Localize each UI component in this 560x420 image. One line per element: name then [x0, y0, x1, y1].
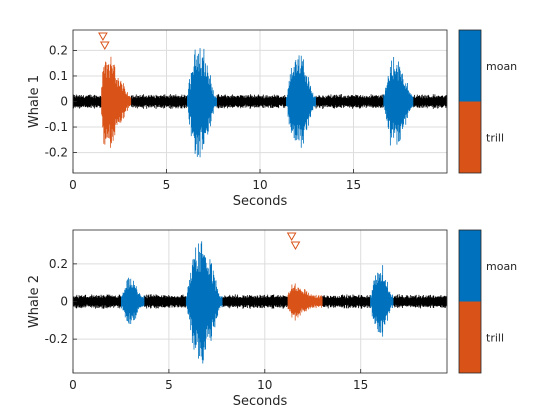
moan-call-segment	[383, 57, 414, 146]
x-axis-label: Seconds	[233, 394, 288, 409]
peak-marker	[286, 232, 297, 242]
noise-series	[73, 294, 447, 309]
x-tick-label: 0	[69, 378, 77, 392]
signal-trace	[73, 241, 447, 364]
colorbar-trill-swatch	[459, 301, 481, 373]
colorbar-box	[458, 229, 482, 374]
colorbar-box	[458, 29, 482, 174]
peak-marker	[98, 32, 108, 42]
colorbar-label-moan: moan	[486, 60, 517, 73]
peak-marker	[99, 41, 110, 51]
x-tick-label: 5	[163, 178, 171, 192]
x-tick-label: 15	[353, 378, 368, 392]
noise-series	[73, 94, 447, 109]
trill-call-segment	[287, 283, 323, 321]
x-tick-label: 10	[252, 178, 267, 192]
colorbar-moan-swatch	[459, 230, 481, 302]
y-axis-label: Whale 1	[27, 75, 42, 128]
y-tick-label: 0.2	[49, 257, 68, 271]
colorbar: moan trill	[458, 229, 517, 374]
colorbar-label-moan: moan	[486, 260, 517, 273]
y-tick-label: 0	[60, 295, 68, 309]
colorbar-label-trill: trill	[486, 331, 504, 344]
y-tick-label: -0.1	[45, 120, 68, 134]
moan-call-segment	[187, 48, 217, 158]
y-tick-label: 0.2	[49, 43, 68, 57]
x-tick-label: 0	[69, 178, 77, 192]
y-axis-label: Whale 2	[27, 275, 42, 328]
peak-marker	[290, 241, 301, 251]
x-tick-label: 5	[165, 378, 173, 392]
moan-call-segment	[370, 265, 394, 337]
y-tick-label: 0	[60, 95, 68, 109]
colorbar-moan-swatch	[459, 30, 481, 102]
colorbar: moan trill	[458, 29, 517, 174]
moan-call-segment	[121, 277, 145, 325]
colorbar-label-trill: trill	[486, 131, 504, 144]
x-axis-label: Seconds	[233, 194, 288, 209]
y-tick-label: -0.2	[45, 146, 68, 160]
panel-1: 0 5 10 15 -0.2 -0.1 0 0.1 0.2 Seconds Whale 1 moan t…	[27, 29, 517, 209]
x-tick-label: 10	[257, 378, 272, 392]
panel-2: 0 5 10 15 -0.2 0 0.2 Seconds Whale 2 moan trill	[27, 229, 517, 409]
moan-call-segment	[286, 55, 316, 148]
colorbar-trill-swatch	[459, 101, 481, 173]
moan-call-segment	[185, 241, 223, 364]
signal-trace	[73, 48, 447, 158]
x-tick-label: 15	[346, 178, 361, 192]
y-tick-label: -0.2	[45, 332, 68, 346]
trill-call-segment	[101, 56, 132, 148]
y-tick-label: 0.1	[49, 69, 68, 83]
